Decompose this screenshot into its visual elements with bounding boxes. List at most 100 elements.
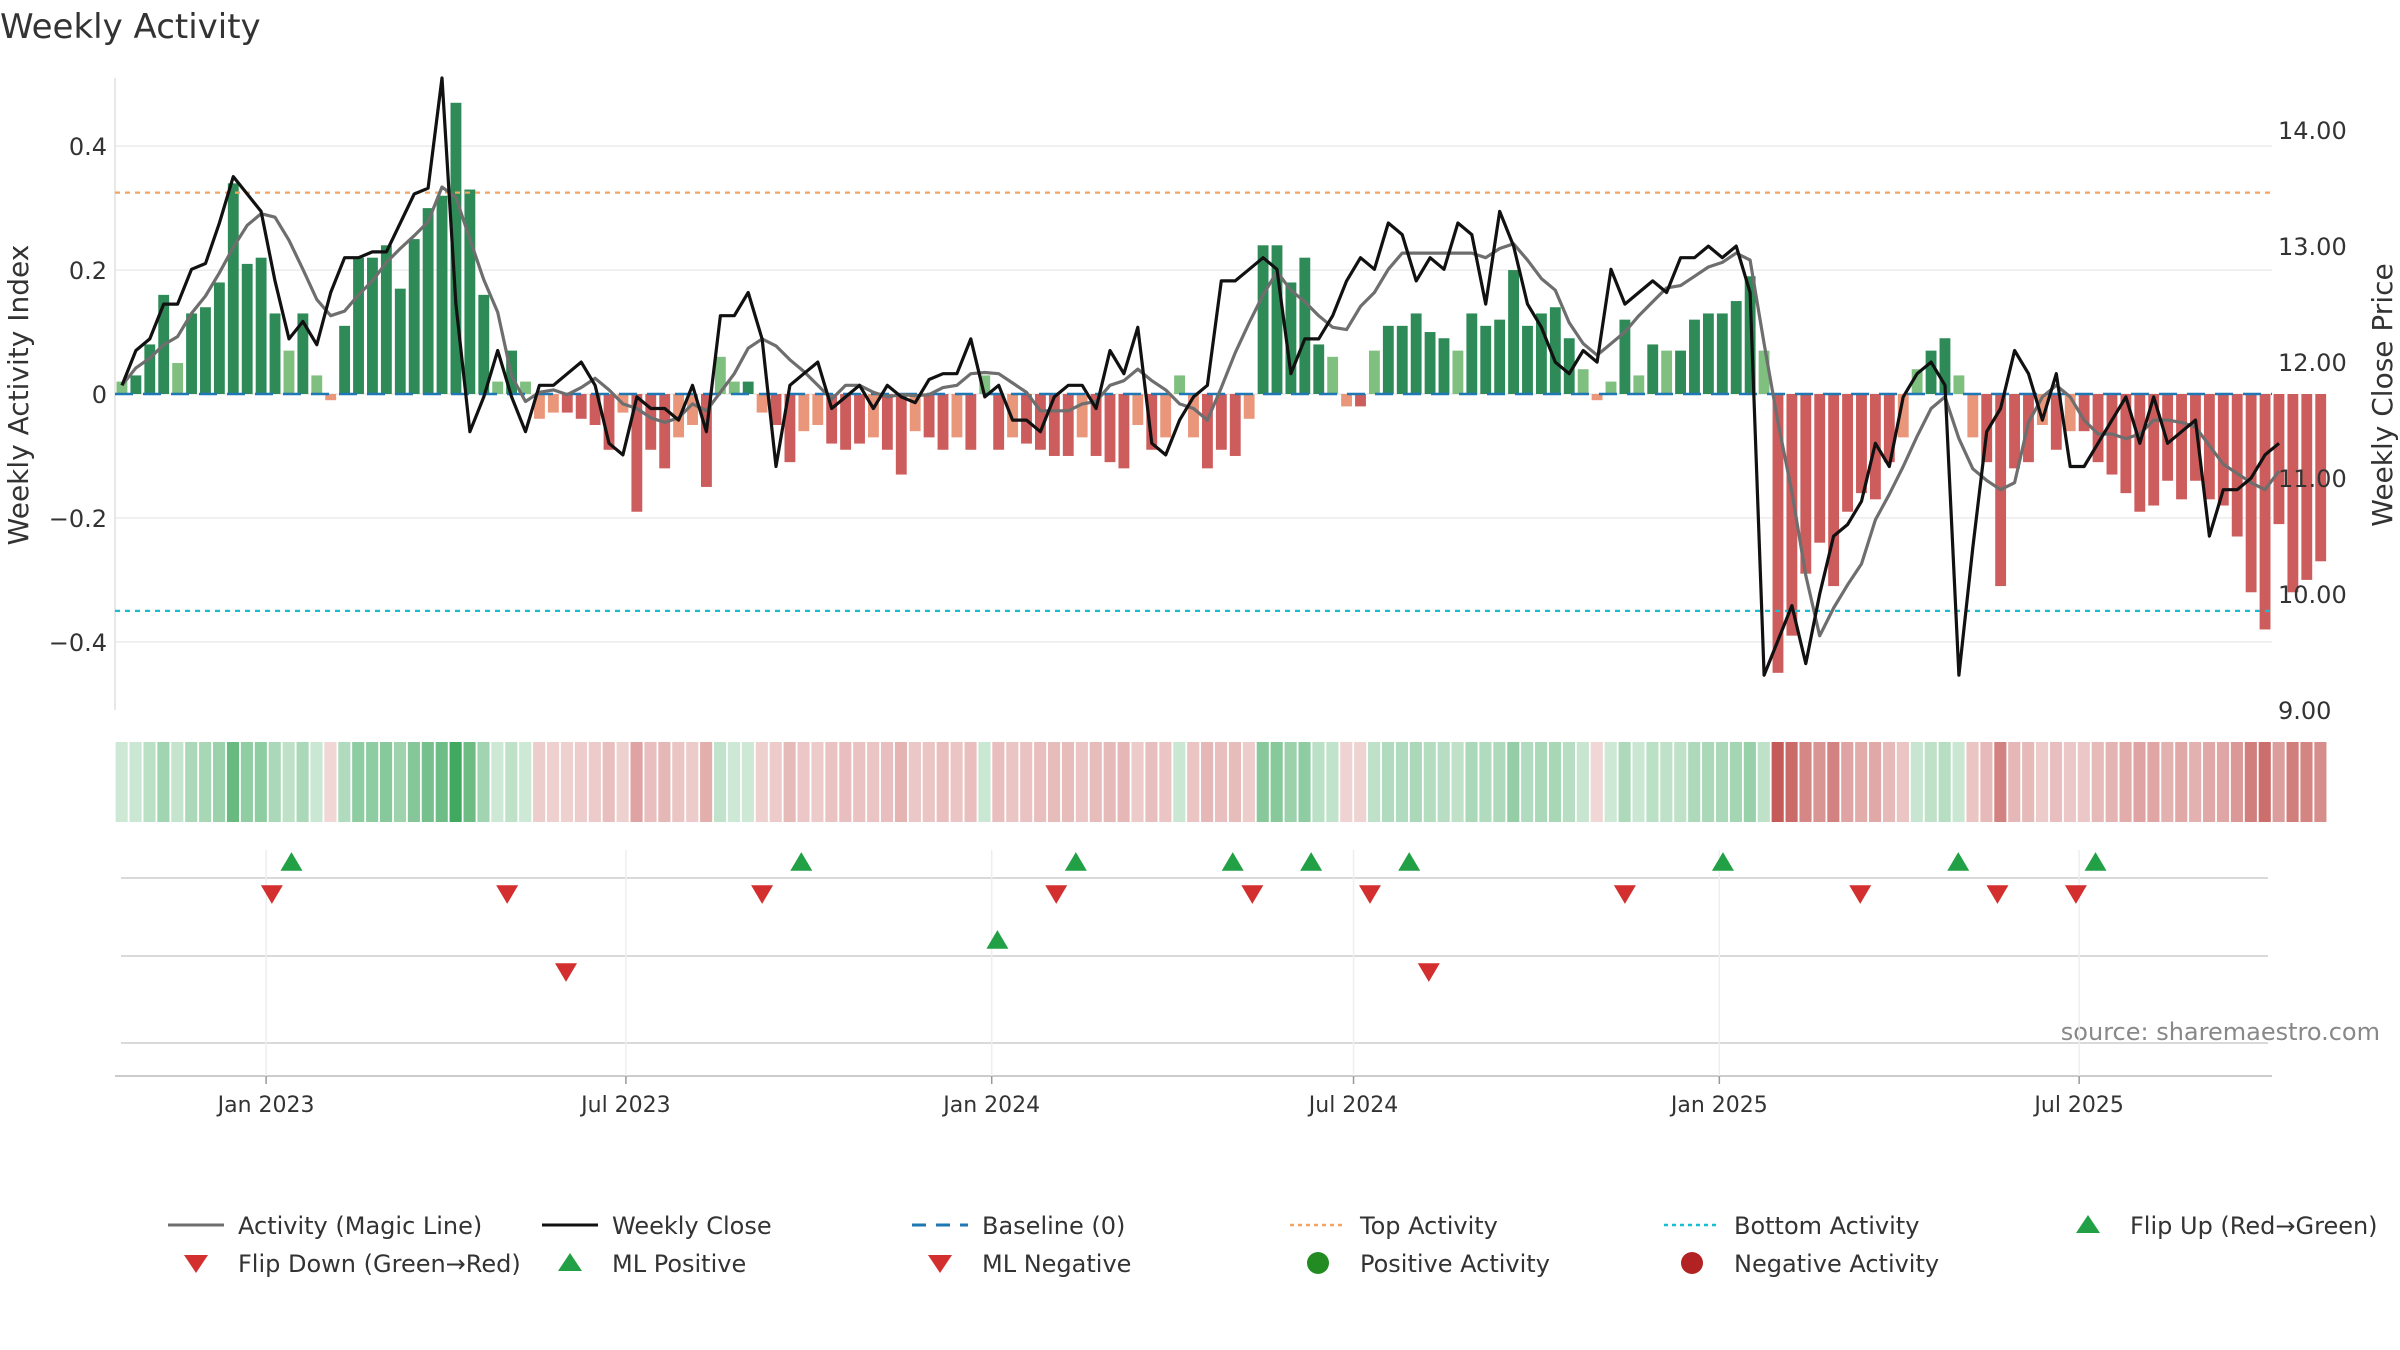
- activity-bar: [2009, 394, 2020, 469]
- heat-cell: [1465, 742, 1478, 822]
- activity-bar: [854, 394, 865, 444]
- activity-bar: [1828, 394, 1840, 587]
- heat-cell: [560, 742, 574, 822]
- activity-bar: [255, 257, 267, 394]
- heat-cell: [1882, 742, 1896, 822]
- activity-bar: [436, 195, 448, 394]
- heat-cell: [2230, 742, 2243, 822]
- heat-cell: [1340, 742, 1353, 822]
- heat-cell: [199, 742, 212, 822]
- heat-cell: [1688, 742, 1701, 822]
- activity-bar: [728, 381, 740, 394]
- activity-bar: [241, 263, 253, 394]
- heat-cell: [129, 742, 142, 822]
- heat-cell: [2008, 742, 2021, 822]
- activity-bar: [1396, 325, 1408, 394]
- activity-bar: [909, 394, 921, 432]
- activity-bar: [2245, 394, 2257, 593]
- activity-bar: [1522, 325, 1533, 394]
- heat-cell: [171, 742, 184, 822]
- heat-cell: [310, 742, 323, 822]
- activity-bar: [1076, 394, 1088, 438]
- x-tick-label: Jul 2025: [2032, 1093, 2124, 1118]
- heat-cell: [213, 742, 226, 822]
- activity-bar: [144, 344, 156, 394]
- heat-cell: [324, 742, 337, 822]
- activity-bar: [631, 394, 643, 512]
- activity-bar: [1327, 356, 1339, 394]
- activity-bar: [603, 394, 615, 450]
- activity-bar: [1842, 394, 1853, 512]
- flip-down-marker: [1613, 885, 1636, 904]
- activity-bar: [1856, 394, 1867, 494]
- activity-bar: [1118, 394, 1130, 469]
- activity-bar: [812, 394, 824, 425]
- activity-bar: [450, 102, 462, 395]
- heat-cell: [880, 742, 894, 822]
- activity-bar: [1981, 394, 1993, 463]
- activity-bar: [1925, 350, 1937, 394]
- heat-cell: [1479, 742, 1492, 822]
- heat-cell: [2300, 742, 2313, 822]
- heat-cell: [1047, 742, 1061, 822]
- activity-bar: [2315, 394, 2327, 562]
- heat-cell: [1632, 742, 1645, 822]
- legend-label: Baseline (0): [982, 1212, 1125, 1240]
- heat-cell: [2189, 742, 2202, 822]
- x-tick-label: Jan 2025: [1669, 1093, 1768, 1118]
- heat-cell: [157, 742, 170, 822]
- heat-cell: [672, 742, 685, 822]
- heat-cell: [352, 742, 365, 822]
- activity-bar: [868, 394, 879, 438]
- heat-cell: [463, 742, 476, 822]
- activity-bar: [1229, 394, 1241, 456]
- activity-bar: [979, 375, 991, 394]
- heat-cell: [2147, 742, 2160, 822]
- heat-cell: [1548, 742, 1562, 822]
- heat-cell: [797, 742, 810, 822]
- activity-bar: [826, 394, 838, 444]
- activity-bar: [2120, 394, 2132, 494]
- legend: Activity (Magic Line) Weekly Close Baselin…: [168, 1212, 2378, 1278]
- flip-down-marker: [751, 885, 774, 904]
- activity-bar: [1647, 344, 1659, 394]
- heat-cell: [811, 742, 824, 822]
- activity-bar: [1730, 301, 1742, 394]
- activity-bar: [2092, 394, 2104, 463]
- heat-cell: [1702, 742, 1715, 822]
- heat-cell: [1869, 742, 1882, 822]
- activity-bar: [770, 394, 782, 425]
- heat-cell: [2091, 742, 2104, 822]
- heat-cell: [741, 742, 754, 822]
- heat-cell: [1813, 742, 1826, 822]
- activity-bar: [993, 394, 1005, 450]
- heat-cell: [839, 742, 852, 822]
- weekly-close-series: [120, 76, 2281, 677]
- activity-bar: [1689, 319, 1700, 394]
- heat-cell: [1855, 742, 1868, 822]
- heat-cell: [421, 742, 434, 822]
- activity-bar: [1271, 245, 1283, 394]
- activity-bar: [1911, 369, 1923, 394]
- right-axis-label: Weekly Close Price: [2366, 263, 2399, 526]
- activity-bar: [881, 394, 893, 450]
- activity-bar: [227, 183, 239, 394]
- activity-bar: [1007, 394, 1019, 438]
- heat-cell: [1256, 742, 1269, 822]
- axis-ticks: 0.4 0.2 0 −0.2 −0.4 14.00 13.00 12.00 11.00 10.00…: [49, 117, 2347, 1118]
- heat-cell: [2314, 742, 2327, 822]
- activity-bar: [1160, 394, 1172, 438]
- heat-cell: [1089, 742, 1102, 822]
- activity-bar: [1939, 338, 1951, 394]
- legend-swatch: [184, 1255, 208, 1273]
- flip-up-marker: [1711, 852, 1734, 871]
- flip-down-marker: [1241, 885, 1264, 904]
- heat-cell: [992, 742, 1005, 822]
- heat-cell: [1173, 742, 1186, 822]
- heat-cell: [1131, 742, 1144, 822]
- flip-down-marker: [1045, 885, 1068, 904]
- heat-cell: [254, 742, 267, 822]
- heat-cell: [1576, 742, 1589, 822]
- heat-cell: [769, 742, 782, 822]
- activity-bar: [1494, 319, 1506, 394]
